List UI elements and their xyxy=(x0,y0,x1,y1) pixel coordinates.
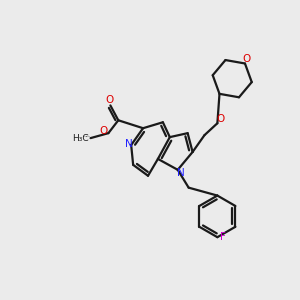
Text: H₃C: H₃C xyxy=(72,134,88,142)
Text: N: N xyxy=(125,139,133,149)
Text: O: O xyxy=(216,114,224,124)
Text: O: O xyxy=(243,53,251,64)
Text: F: F xyxy=(220,232,226,242)
Text: O: O xyxy=(105,95,113,106)
Text: methyl: methyl xyxy=(86,136,91,137)
Text: methyl: methyl xyxy=(83,136,88,137)
Text: N: N xyxy=(177,168,184,178)
Text: O: O xyxy=(99,126,108,136)
